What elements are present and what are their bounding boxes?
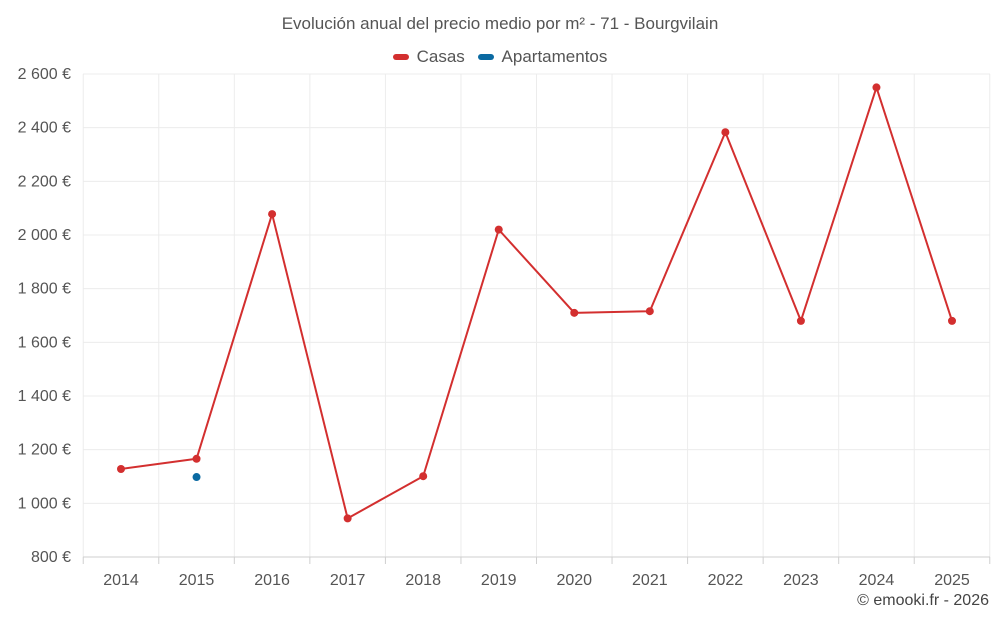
x-tick-label: 2025 bbox=[934, 572, 970, 589]
data-point-apartamentos bbox=[192, 473, 201, 482]
legend-swatch-casas bbox=[392, 54, 409, 60]
legend-swatch-apartamentos bbox=[477, 54, 494, 60]
x-tick-label: 2018 bbox=[405, 572, 441, 589]
y-tick-label: 1 400 € bbox=[18, 388, 71, 405]
x-tick-label: 2017 bbox=[330, 572, 366, 589]
legend-label-casas: Casas bbox=[416, 47, 465, 66]
data-point-casas bbox=[419, 472, 428, 481]
x-tick-label: 2021 bbox=[632, 572, 668, 589]
x-tick-label: 2014 bbox=[103, 572, 139, 589]
x-tick-label: 2016 bbox=[254, 572, 290, 589]
y-tick-label: 1 000 € bbox=[18, 495, 71, 512]
x-tick-label: 2019 bbox=[481, 572, 517, 589]
x-tick-label: 2024 bbox=[859, 572, 895, 589]
chart-title: Evolución anual del precio medio por m² … bbox=[281, 14, 719, 33]
data-point-casas bbox=[721, 128, 730, 137]
x-tick-label: 2015 bbox=[179, 572, 215, 589]
grid bbox=[82, 73, 991, 557]
data-point-casas bbox=[192, 454, 201, 463]
legend-item-apartamentos[interactable]: Apartamentos bbox=[477, 47, 608, 67]
data-point-casas bbox=[645, 307, 654, 316]
y-tick-label: 2 000 € bbox=[18, 227, 71, 244]
y-tick-label: 2 400 € bbox=[18, 120, 71, 137]
series bbox=[117, 83, 956, 523]
legend-item-casas[interactable]: Casas bbox=[392, 47, 465, 67]
data-point-casas bbox=[117, 464, 125, 473]
data-point-casas bbox=[948, 316, 956, 325]
legend-label-apartamentos: Apartamentos bbox=[501, 47, 608, 66]
x-tick-label: 2022 bbox=[708, 572, 744, 589]
data-point-casas bbox=[796, 316, 805, 325]
x-tick-label: 2020 bbox=[556, 572, 592, 589]
y-tick-label: 1 800 € bbox=[18, 281, 71, 298]
y-tick-label: 800 € bbox=[31, 549, 71, 566]
axes: 800 € 1 000 € 1 200 € 1 400 € 1 600 € 1 800 €… bbox=[18, 66, 991, 589]
y-tick-label: 1 200 € bbox=[18, 442, 71, 459]
data-point-casas bbox=[343, 514, 352, 523]
chart-legend: Casas Apartamentos bbox=[0, 45, 1000, 67]
data-point-casas bbox=[872, 83, 881, 92]
series-line-casas bbox=[120, 86, 953, 520]
x-tick-label: 2023 bbox=[783, 572, 819, 589]
data-point-casas bbox=[570, 308, 579, 317]
y-tick-label: 1 600 € bbox=[18, 334, 71, 351]
data-point-casas bbox=[268, 210, 277, 219]
y-tick-label: 2 200 € bbox=[18, 173, 71, 190]
y-tick-label: 2 600 € bbox=[18, 66, 71, 83]
data-point-casas bbox=[494, 225, 503, 234]
footer-credit: © emooki.fr - 2026 bbox=[857, 592, 989, 609]
